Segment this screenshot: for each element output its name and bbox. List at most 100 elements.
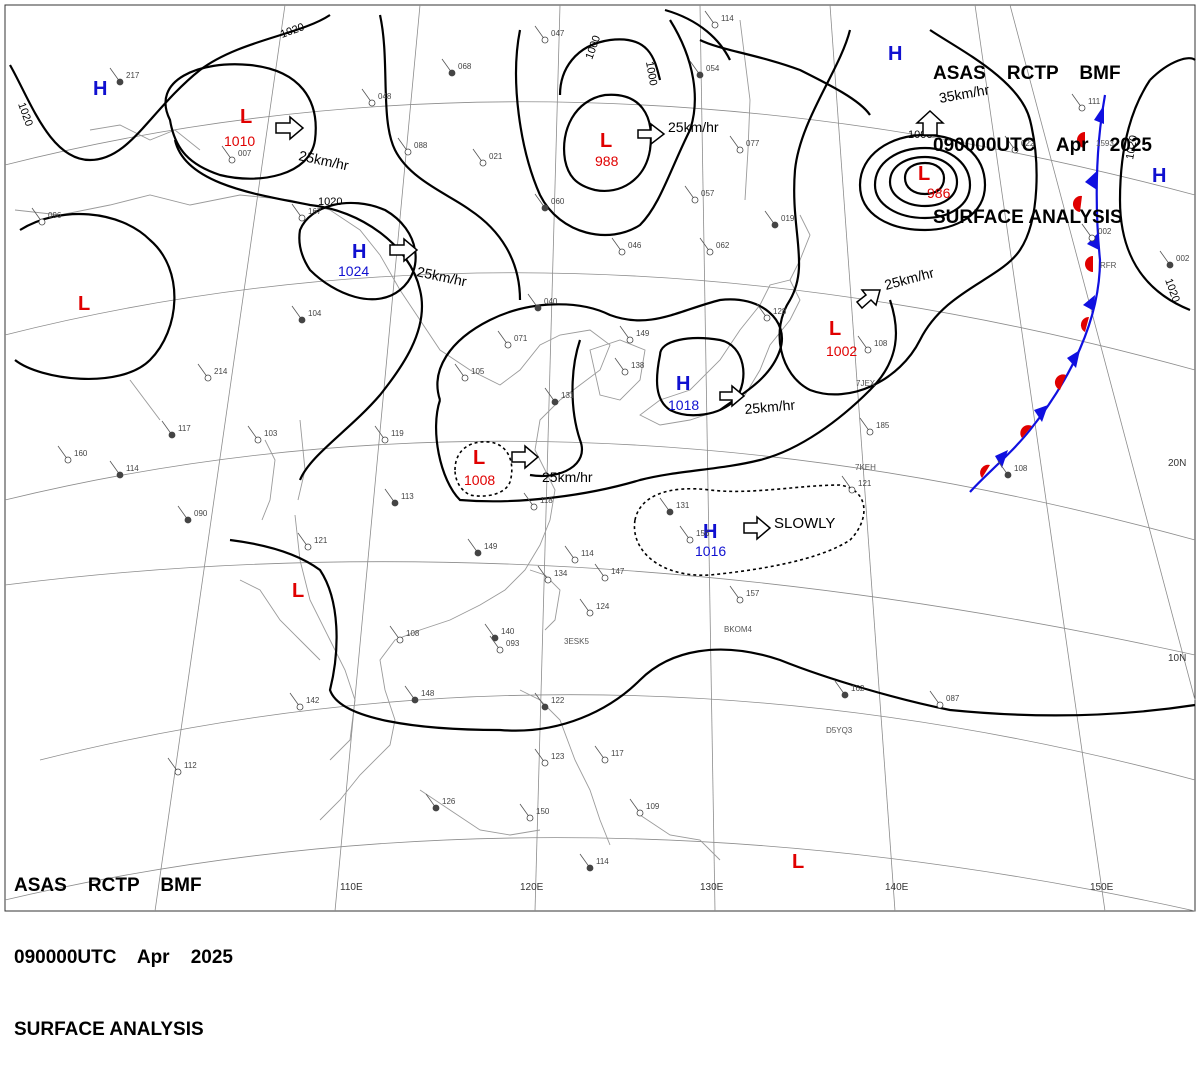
station-pressure: 002	[1098, 227, 1112, 236]
ship-ids: 3ESK5 BKOM4 D5YQ3 7JEX 7KEH 1593 RFR	[564, 139, 1117, 735]
station-plot: 128	[756, 303, 787, 322]
station-circle	[601, 756, 609, 764]
station-plot: 126	[425, 793, 456, 812]
low-center-pressure: 1008	[464, 472, 495, 488]
station-plot: 162	[834, 680, 865, 699]
station-plot: 108	[857, 335, 888, 354]
station-circle	[864, 346, 872, 354]
station-pressure: 117	[611, 749, 624, 758]
station-plot: 096	[31, 207, 62, 226]
station-plot: 113	[384, 488, 414, 507]
station-plot: 021	[472, 148, 503, 167]
station-pressure: 150	[536, 807, 550, 816]
map-frame	[4, 4, 1196, 912]
lon-label: 140E	[885, 882, 909, 893]
station-circle	[491, 634, 499, 642]
station-plot: 108	[997, 460, 1028, 479]
station-pressure: 021	[489, 152, 503, 161]
low-center-symbol: L	[78, 293, 90, 315]
high-center-pressure: 1018	[668, 397, 699, 413]
low-center-symbol: L	[829, 318, 841, 340]
low-center-pressure: 988	[595, 153, 619, 169]
graticule-labels: 110E 120E 130E 140E 150E 20N 10N	[340, 458, 1186, 893]
high-center-symbol: H	[352, 241, 366, 263]
motion-arrow	[719, 384, 746, 408]
station-plot: 140	[484, 623, 515, 642]
station-plot: 093	[489, 635, 520, 654]
station-circle	[432, 804, 440, 812]
station-pressure: 123	[551, 752, 565, 761]
low-center-pressure: 1010	[224, 133, 255, 149]
station-plot: 131	[659, 497, 690, 516]
station-plot: 046	[611, 237, 642, 256]
cold-front-barbs	[995, 105, 1104, 468]
station-plot: 142	[289, 692, 320, 711]
header-line-3: SURFACE ANALYSIS	[14, 1019, 204, 1040]
station-plot: 077	[729, 135, 760, 154]
station-plot: 105	[454, 363, 485, 382]
lat-label: 10N	[1168, 653, 1186, 664]
station-circle	[621, 368, 629, 376]
ship-id: BKOM4	[724, 625, 753, 634]
station-plot: 148	[404, 685, 435, 704]
station-plot: 112	[167, 757, 197, 776]
station-circle	[1011, 146, 1019, 154]
station-pressure: 046	[628, 241, 642, 250]
high-center-symbol: H	[93, 78, 107, 100]
station-circle	[448, 69, 456, 77]
station-pressure: 147	[611, 567, 625, 576]
motion-arrow	[855, 289, 881, 310]
station-pressure: 114	[721, 14, 734, 23]
low-center-symbol: L	[600, 130, 612, 152]
station-pressure: 088	[414, 141, 428, 150]
station-plot: 090	[177, 505, 208, 524]
station-circle	[686, 536, 694, 544]
station-plot: 088	[397, 137, 428, 156]
station-plot: 117	[594, 745, 624, 764]
station-pressure: 131	[676, 501, 690, 510]
isobar-label: 1020	[318, 196, 342, 208]
station-circle	[368, 99, 376, 107]
station-plot: 134	[537, 565, 568, 584]
station-pressure: 121	[858, 479, 872, 488]
station-pressure: 019	[781, 214, 795, 223]
station-plot: 131	[544, 387, 575, 406]
isobar-label: 1020	[1124, 134, 1140, 160]
station-plot: 068	[441, 58, 472, 77]
station-circle	[586, 609, 594, 617]
station-plot: 156	[679, 525, 710, 544]
station-circle	[298, 316, 306, 324]
motion-arrow	[743, 515, 772, 541]
station-circle	[541, 703, 549, 711]
station-circle	[1078, 104, 1086, 112]
warm-front-bumps	[980, 132, 1093, 478]
low-center-symbol: L	[792, 851, 804, 873]
header-line-2: 090000UTC Apr 2025	[933, 135, 1152, 156]
station-plot: 114	[579, 853, 609, 872]
station-pressure: 214	[214, 367, 228, 376]
station-pressure: 138	[631, 361, 645, 370]
high-center-symbol: H	[1152, 165, 1166, 187]
station-plot: 114	[109, 460, 139, 479]
motion-arrow	[275, 115, 305, 141]
station-pressure: 060	[551, 197, 565, 206]
station-pressure: 103	[264, 429, 278, 438]
station-circle	[541, 204, 549, 212]
lon-label: 150E	[1090, 882, 1114, 893]
station-circle	[381, 436, 389, 444]
station-pressure: 185	[876, 421, 890, 430]
station-plot: 121	[297, 532, 328, 551]
station-circle	[1166, 261, 1174, 269]
station-circle	[841, 691, 849, 699]
station-plot: 019	[764, 210, 795, 229]
station-plot: 002	[1159, 250, 1190, 269]
station-circle	[571, 556, 579, 564]
station-circle	[706, 248, 714, 256]
ship-id: RFR	[1100, 261, 1117, 270]
station-plot: 022	[1004, 135, 1035, 154]
low-center-pressure: 1002	[826, 343, 857, 359]
station-pressure: 007	[238, 149, 252, 158]
station-circle	[116, 471, 124, 479]
high-center-pressure: 1024	[338, 263, 369, 279]
station-plot: 054	[689, 60, 720, 79]
